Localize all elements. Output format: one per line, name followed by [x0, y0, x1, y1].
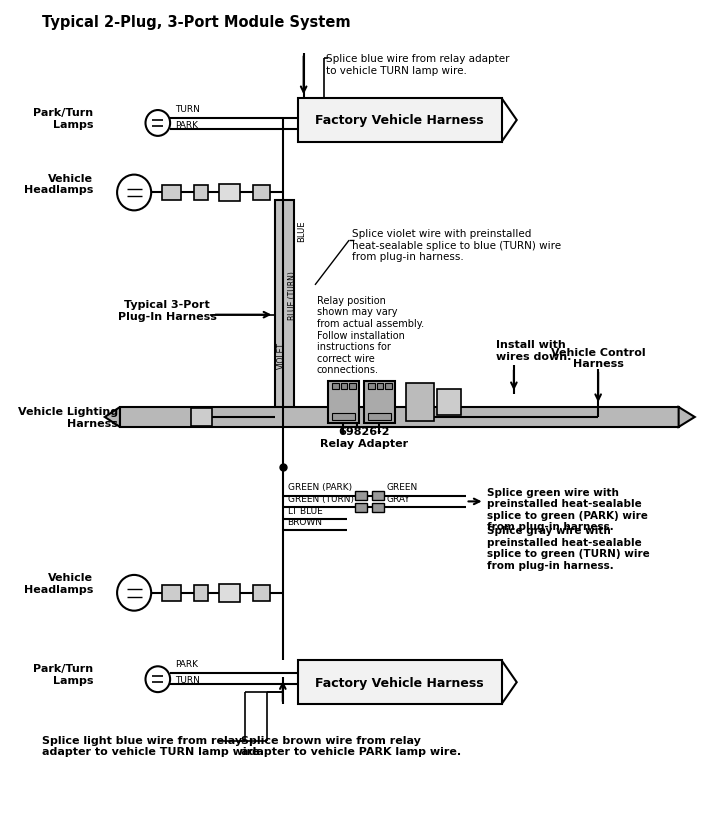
Text: Typical 3-Port
Plug-In Harness: Typical 3-Port Plug-In Harness	[118, 300, 217, 321]
Bar	[120, 407, 356, 427]
Text: Splice light blue wire from relay
adapter to vehicle TURN lamp wire.: Splice light blue wire from relay adapte…	[42, 735, 264, 757]
Bar	[332, 413, 355, 421]
Polygon shape	[105, 407, 120, 427]
Bar	[355, 492, 367, 501]
Text: Typical 2-Plug, 3-Port Module System: Typical 2-Plug, 3-Port Module System	[42, 15, 351, 30]
Text: PARK: PARK	[175, 659, 198, 668]
Bar	[368, 413, 391, 421]
Bar	[219, 185, 240, 202]
Bar	[219, 584, 240, 602]
Text: Splice blue wire from relay adapter
to vehicle TURN lamp wire.: Splice blue wire from relay adapter to v…	[327, 55, 510, 76]
Text: Factory Vehicle Harness: Factory Vehicle Harness	[315, 676, 484, 689]
Bar	[298, 99, 501, 142]
Text: GREEN (PARK): GREEN (PARK)	[288, 483, 351, 492]
Bar	[368, 383, 375, 390]
Text: TURN: TURN	[175, 105, 200, 114]
Bar	[194, 585, 208, 601]
Text: GRAY: GRAY	[387, 495, 411, 503]
Bar	[385, 383, 392, 390]
Text: Vehicle Control
Harness: Vehicle Control Harness	[551, 347, 645, 368]
Text: Vehicle Lighting
Harness: Vehicle Lighting Harness	[18, 407, 118, 428]
Text: Park/Turn
Lamps: Park/Turn Lamps	[33, 663, 93, 685]
Text: 69826-2
Relay Adapter: 69826-2 Relay Adapter	[320, 426, 409, 448]
Text: Splice green wire with
preinstalled heat-sealable
splice to green (PARK) wire
fr: Splice green wire with preinstalled heat…	[487, 487, 648, 532]
Text: Vehicle
Headlamps: Vehicle Headlamps	[24, 173, 93, 195]
Text: Factory Vehicle Harness: Factory Vehicle Harness	[315, 114, 484, 128]
Text: TURN: TURN	[175, 676, 200, 685]
Text: Splice brown wire from relay
adapter to vehicle PARK lamp wire.: Splice brown wire from relay adapter to …	[241, 735, 461, 757]
Text: LT BLUE: LT BLUE	[288, 507, 322, 516]
Bar	[252, 185, 269, 201]
Text: BLUE: BLUE	[297, 220, 306, 242]
Bar	[355, 503, 367, 513]
Bar	[191, 408, 212, 426]
Text: PARK: PARK	[175, 121, 198, 130]
Bar	[341, 383, 347, 390]
Bar	[332, 383, 339, 390]
Bar	[328, 382, 358, 423]
Bar	[364, 382, 395, 423]
Bar	[372, 503, 384, 513]
Bar	[252, 585, 269, 601]
Text: Install with
wires down.: Install with wires down.	[496, 340, 571, 362]
Polygon shape	[679, 407, 695, 427]
Bar	[194, 185, 208, 201]
Text: Splice gray wire with
preinstalled heat-sealable
splice to green (TURN) wire
fro: Splice gray wire with preinstalled heat-…	[487, 526, 650, 570]
Bar	[406, 383, 434, 421]
Text: BLUE (TURN): BLUE (TURN)	[288, 271, 297, 320]
Text: GREEN (TURN): GREEN (TURN)	[288, 495, 354, 503]
Bar	[356, 407, 679, 427]
Text: GREEN: GREEN	[387, 483, 419, 492]
Bar	[298, 661, 501, 704]
Bar	[275, 201, 294, 425]
Text: VIOLET: VIOLET	[277, 341, 286, 368]
Text: Splice violet wire with preinstalled
heat-sealable splice to blue (TURN) wire
fr: Splice violet wire with preinstalled hea…	[352, 229, 561, 262]
Bar	[349, 383, 356, 390]
Text: BROWN: BROWN	[288, 518, 322, 527]
Bar	[372, 492, 384, 501]
Bar	[162, 585, 180, 601]
Bar	[377, 383, 383, 390]
Bar	[437, 390, 461, 416]
Bar	[162, 185, 180, 201]
Text: Relay position
shown may vary
from actual assembly.
Follow installation
instruct: Relay position shown may vary from actua…	[317, 296, 424, 375]
Text: Vehicle
Headlamps: Vehicle Headlamps	[24, 572, 93, 594]
Text: Park/Turn
Lamps: Park/Turn Lamps	[33, 108, 93, 129]
